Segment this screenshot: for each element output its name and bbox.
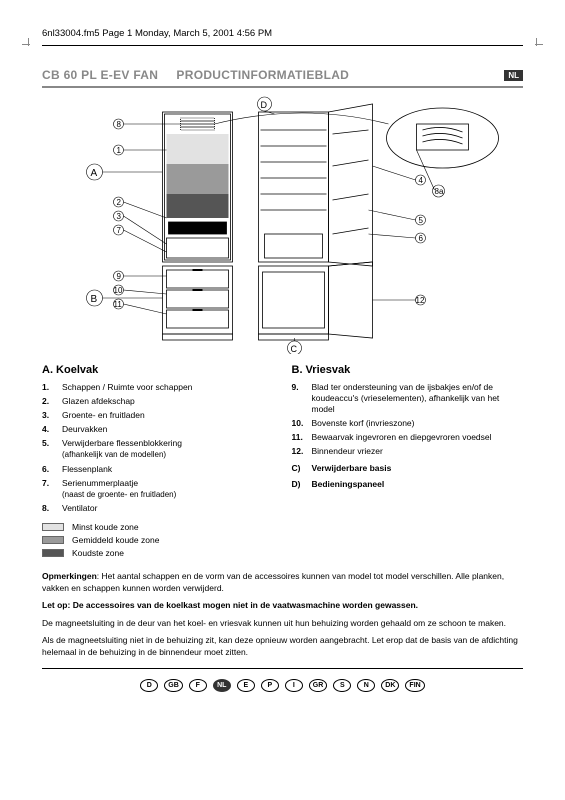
legend-row: Koudste zone bbox=[42, 548, 274, 558]
list-item: 5.Verwijderbare flessenblokkering(afhank… bbox=[42, 438, 274, 460]
letter-item: D)Bedieningspaneel bbox=[292, 479, 524, 489]
list-item: 10.Bovenste korf (invrieszone) bbox=[292, 418, 524, 429]
list-item: 6.Flessenplank bbox=[42, 464, 274, 475]
lang-pill-n[interactable]: N bbox=[357, 679, 375, 692]
svg-text:A: A bbox=[91, 168, 98, 179]
list-item: 2.Glazen afdekschap bbox=[42, 396, 274, 407]
legend-swatch bbox=[42, 536, 64, 544]
note-1-bold: Opmerkingen bbox=[42, 571, 97, 581]
svg-text:9: 9 bbox=[117, 272, 122, 281]
svg-text:2: 2 bbox=[117, 198, 122, 207]
title-underline bbox=[42, 86, 523, 88]
content-columns: A. Koelvak 1.Schappen / Ruimte voor scha… bbox=[42, 364, 523, 561]
crop-mark-top-right bbox=[529, 38, 543, 52]
svg-text:3: 3 bbox=[117, 212, 122, 221]
svg-text:4: 4 bbox=[419, 176, 424, 185]
note-4: Als de magneetsluiting niet in de behuiz… bbox=[42, 635, 523, 658]
legend-swatch bbox=[42, 549, 64, 557]
svg-text:B: B bbox=[91, 294, 98, 305]
lang-pill-s[interactable]: S bbox=[333, 679, 351, 692]
language-selector-row: D GB F NL EPI GR SN DK FIN bbox=[42, 679, 523, 692]
title-label: PRODUCTINFORMATIEBLAD bbox=[176, 68, 349, 82]
list-item: 7.Serienummerplaatje(naast de groente- e… bbox=[42, 478, 274, 500]
svg-text:10: 10 bbox=[114, 286, 123, 295]
section-a-head: A. Koelvak bbox=[42, 364, 274, 376]
lang-pill-d[interactable]: D bbox=[140, 679, 158, 692]
svg-text:8: 8 bbox=[117, 120, 122, 129]
crop-mark-top-left bbox=[22, 38, 36, 52]
bottom-rule bbox=[42, 668, 523, 669]
legend-row: Minst koude zone bbox=[42, 522, 274, 532]
list-item: 8.Ventilator bbox=[42, 503, 274, 514]
svg-text:5: 5 bbox=[419, 216, 424, 225]
list-item: 9.Blad ter ondersteuning van de ijsbakje… bbox=[292, 382, 524, 415]
lang-pill-f[interactable]: F bbox=[189, 679, 207, 692]
legend-label: Minst koude zone bbox=[72, 522, 139, 532]
lang-pill-dk[interactable]: DK bbox=[381, 679, 399, 692]
list-item: 1.Schappen / Ruimte voor schappen bbox=[42, 382, 274, 393]
letter-item: C)Verwijderbare basis bbox=[292, 463, 524, 473]
list-item: 3.Groente- en fruitladen bbox=[42, 410, 274, 421]
notes-block: Opmerkingen: Het aantal schappen en de v… bbox=[42, 571, 523, 658]
section-a-list: 1.Schappen / Ruimte voor schappen 2.Glaze… bbox=[42, 382, 274, 514]
svg-text:12: 12 bbox=[416, 296, 425, 305]
title-model: CB 60 PL E-EV FAN bbox=[42, 68, 158, 82]
svg-text:11: 11 bbox=[114, 300, 123, 309]
page-title: CB 60 PL E-EV FAN PRODUCTINFORMATIEBLAD bbox=[42, 68, 349, 82]
product-diagram: 8 1 2 3 7 A 9 10 11 B 4 8a 5 6 12 C D bbox=[42, 94, 523, 354]
lang-pill-i[interactable]: I bbox=[285, 679, 303, 692]
svg-text:D: D bbox=[261, 100, 268, 110]
lang-pill-fin[interactable]: FIN bbox=[405, 679, 424, 692]
svg-text:8a: 8a bbox=[435, 187, 444, 196]
lang-pill-p[interactable]: P bbox=[261, 679, 279, 692]
legend-label: Gemiddeld koude zone bbox=[72, 535, 159, 545]
note-2: Let op: De accessoires van de koelkast m… bbox=[42, 600, 523, 611]
svg-text:C: C bbox=[291, 344, 298, 354]
column-b: B. Vriesvak 9.Blad ter ondersteuning van… bbox=[292, 364, 524, 561]
lang-pill-e[interactable]: E bbox=[237, 679, 255, 692]
title-row: CB 60 PL E-EV FAN PRODUCTINFORMATIEBLAD … bbox=[42, 68, 523, 82]
column-a: A. Koelvak 1.Schappen / Ruimte voor scha… bbox=[42, 364, 274, 561]
section-b-head: B. Vriesvak bbox=[292, 364, 524, 376]
legend-swatch bbox=[42, 523, 64, 531]
svg-text:7: 7 bbox=[117, 226, 122, 235]
lang-pill-gb[interactable]: GB bbox=[164, 679, 183, 692]
list-item: 11.Bewaarvak ingevroren en diepgevroren … bbox=[292, 432, 524, 443]
legend-row: Gemiddeld koude zone bbox=[42, 535, 274, 545]
lang-pill-gr[interactable]: GR bbox=[309, 679, 328, 692]
svg-text:6: 6 bbox=[419, 234, 424, 243]
legend-label: Koudste zone bbox=[72, 548, 124, 558]
lang-badge: NL bbox=[504, 70, 523, 81]
svg-text:1: 1 bbox=[117, 146, 122, 155]
page-header: 6nl33004.fm5 Page 1 Monday, March 5, 200… bbox=[42, 28, 523, 39]
letter-items: C)Verwijderbare basis D)Bedieningspaneel bbox=[292, 463, 524, 489]
note-1-text: : Het aantal schappen en de vorm van de … bbox=[42, 571, 504, 592]
zone-legend: Minst koude zone Gemiddeld koude zone Koud… bbox=[42, 522, 274, 558]
list-item: 4.Deurvakken bbox=[42, 424, 274, 435]
list-item: 12.Binnendeur vriezer bbox=[292, 446, 524, 457]
section-b-list: 9.Blad ter ondersteuning van de ijsbakje… bbox=[292, 382, 524, 457]
header-rule bbox=[42, 45, 523, 46]
lang-pill-nl[interactable]: NL bbox=[213, 679, 231, 692]
note-3: De magneetsluiting in de deur van het ko… bbox=[42, 618, 523, 629]
